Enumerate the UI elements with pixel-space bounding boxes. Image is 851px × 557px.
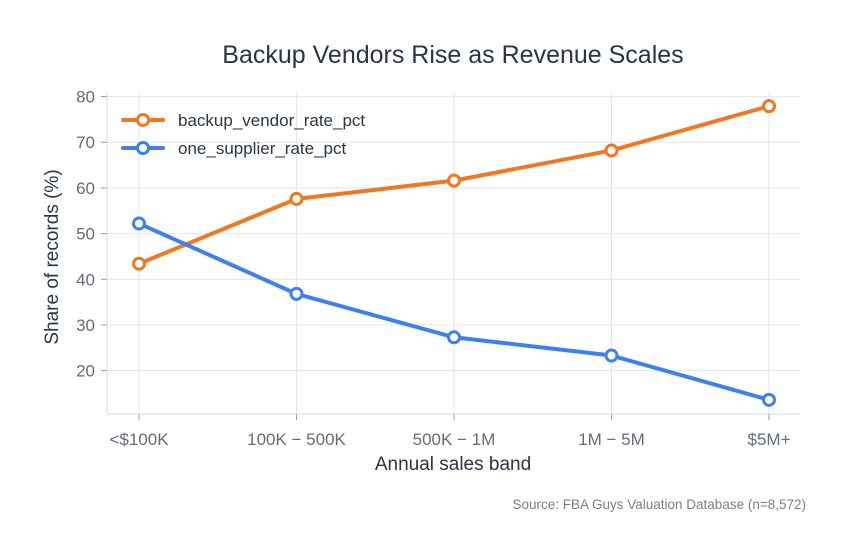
- x-tick-label: <$100K: [109, 430, 169, 449]
- data-point-one_supplier_rate_pct: [604, 348, 619, 363]
- data-point-backup_vendor_rate_pct: [604, 143, 619, 158]
- axis-layer: 20 30 40 50 60 70 80 <$100K 100K − 500K 500K − 1M…: [76, 88, 800, 449]
- series-layer: [132, 99, 776, 407]
- data-point-backup_vendor_rate_pct: [762, 99, 776, 114]
- legend-label: one_supplier_rate_pct: [178, 139, 347, 158]
- y-tick-label: 40: [76, 270, 95, 289]
- y-axis-title: Share of records (%): [42, 169, 63, 344]
- y-tick-label: 80: [76, 88, 95, 107]
- x-axis-title: Annual sales band: [375, 454, 531, 475]
- x-tick-label: 100K − 500K: [247, 430, 346, 449]
- x-tick-label: $5M+: [748, 430, 791, 449]
- y-tick-label: 70: [76, 133, 95, 152]
- x-tick-label: 1M − 5M: [578, 430, 645, 449]
- legend-swatch-marker: [136, 141, 150, 155]
- y-tick-label: 60: [76, 179, 95, 198]
- data-point-one_supplier_rate_pct: [762, 392, 776, 407]
- data-point-backup_vendor_rate_pct: [447, 173, 461, 188]
- y-tick-label: 50: [76, 225, 95, 244]
- data-point-backup_vendor_rate_pct: [132, 256, 146, 271]
- data-point-backup_vendor_rate_pct: [289, 191, 304, 206]
- chart-title: Backup Vendors Rise as Revenue Scales: [222, 41, 683, 69]
- data-point-one_supplier_rate_pct: [289, 286, 304, 301]
- source-note: Source: FBA Guys Valuation Database (n=8…: [512, 497, 806, 512]
- legend-swatch-marker: [136, 113, 150, 127]
- data-point-one_supplier_rate_pct: [132, 216, 146, 231]
- y-tick-label: 30: [76, 316, 95, 335]
- x-tick-label: 500K − 1M: [413, 430, 496, 449]
- data-point-one_supplier_rate_pct: [447, 330, 461, 345]
- y-tick-label: 20: [76, 362, 95, 381]
- legend-label: backup_vendor_rate_pct: [178, 111, 365, 130]
- legend: backup_vendor_rate_pct one_supplier_rate_…: [121, 111, 365, 158]
